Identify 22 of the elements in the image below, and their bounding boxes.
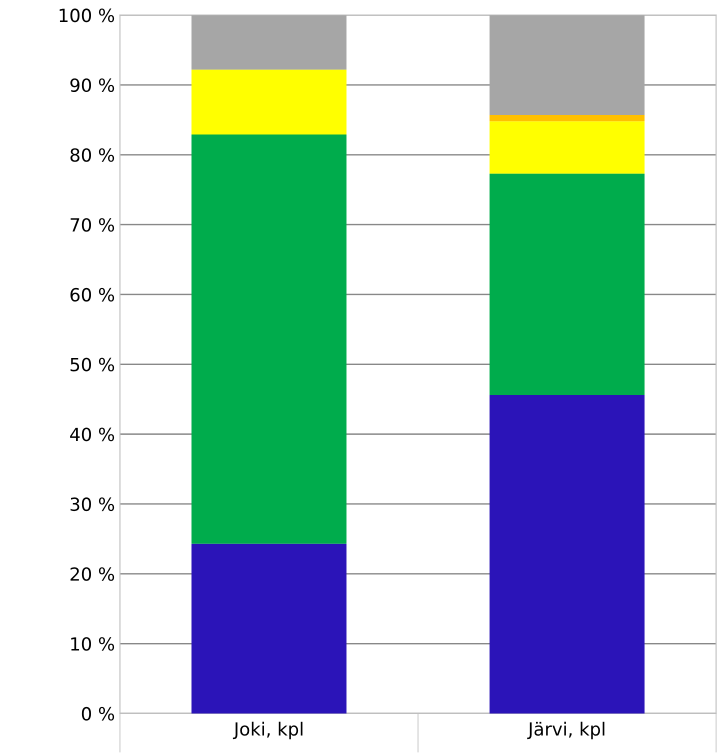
y-tick-label: 50 % [70, 358, 114, 372]
y-tick-label: 40 % [70, 428, 114, 442]
bar [490, 395, 645, 714]
y-tick-label: 70 % [70, 218, 114, 232]
y-tick-label: 80 % [70, 148, 114, 162]
bar [191, 544, 346, 714]
bar [191, 134, 346, 544]
y-tick-label: 60 % [70, 288, 114, 302]
bar [490, 114, 645, 122]
y-tick-label: 90 % [70, 78, 114, 92]
y-tick-label: 20 % [70, 567, 114, 581]
bar [490, 121, 645, 174]
bar [191, 15, 346, 70]
x-tick-label: Joki, kpl [232, 722, 302, 740]
x-tick-label: Järvi, kpl [527, 722, 604, 740]
bar [191, 70, 346, 135]
y-tick-label: 100 % [60, 8, 114, 22]
y-tick-label: 0 % [82, 706, 114, 721]
bar [490, 15, 645, 115]
y-tick-label: 10 % [71, 637, 114, 651]
y-tick-label: 30 % [70, 497, 114, 512]
bar [490, 174, 645, 396]
